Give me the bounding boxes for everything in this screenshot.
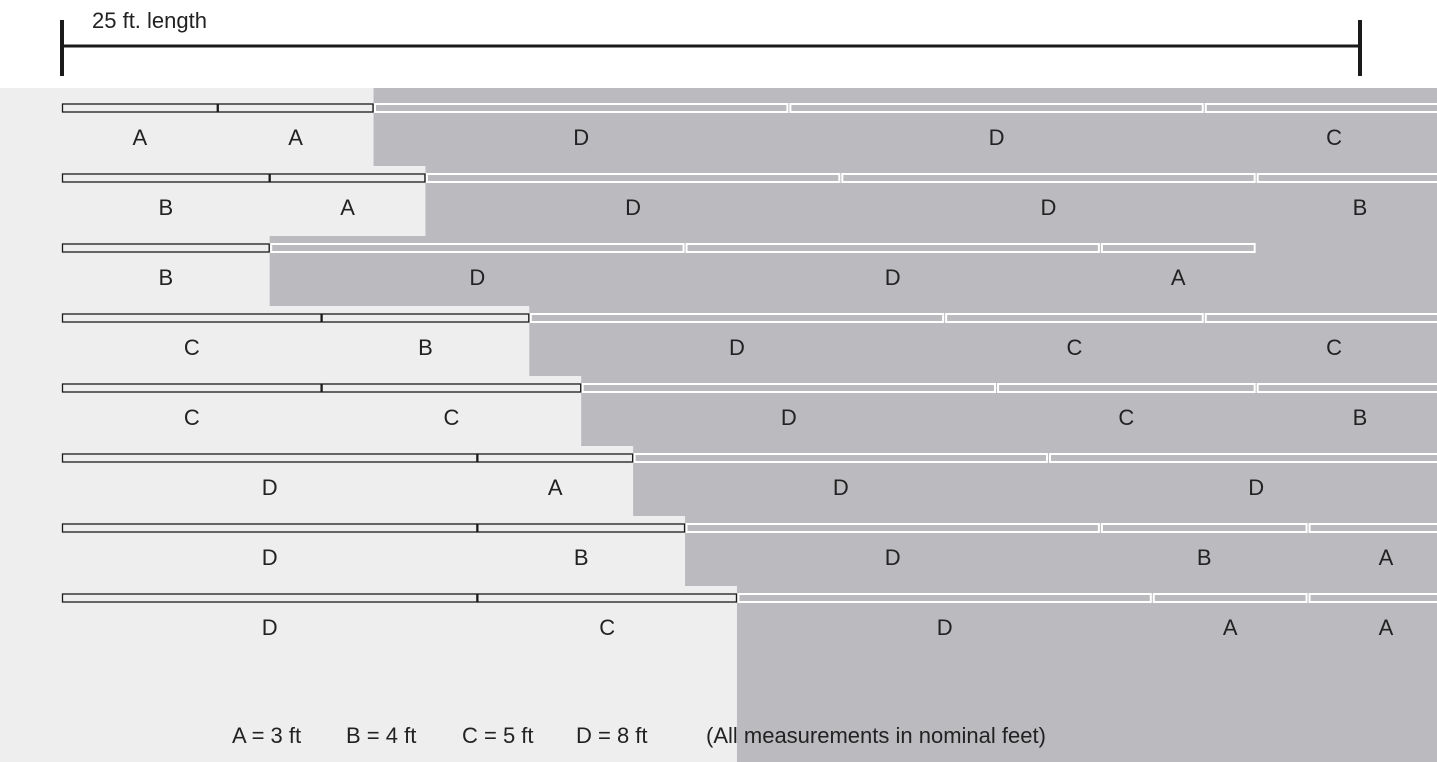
board-label: A xyxy=(340,195,355,220)
legend: A = 3 ft B = 4 ft C = 5 ft D = 8 ft (All… xyxy=(232,723,1046,748)
board-segment xyxy=(737,593,1152,603)
board-segment xyxy=(61,103,218,113)
board-label: D xyxy=(573,125,589,150)
board-label: C xyxy=(1326,125,1342,150)
board-segment xyxy=(269,173,426,183)
board-segment xyxy=(61,453,478,463)
board-label: B xyxy=(158,195,173,220)
board-segment xyxy=(841,173,1256,183)
board-label: A xyxy=(288,125,303,150)
board-label: D xyxy=(885,545,901,570)
board-label: D xyxy=(1248,475,1264,500)
board-segment xyxy=(1048,453,1437,463)
board-label: A xyxy=(1379,615,1394,640)
legend-note: (All measurements in nominal feet) xyxy=(706,723,1046,748)
board-segment xyxy=(1152,593,1308,603)
legend-d: D = 8 ft xyxy=(576,723,648,748)
board-label: D xyxy=(833,475,849,500)
board-label: D xyxy=(625,195,641,220)
board-segment xyxy=(477,453,634,463)
board-label: D xyxy=(937,615,953,640)
board-label: A xyxy=(1171,265,1186,290)
board-segment xyxy=(217,103,374,113)
board-label: C xyxy=(184,405,200,430)
board-label: B xyxy=(1197,545,1212,570)
board-label: D xyxy=(729,335,745,360)
board-label: D xyxy=(781,405,797,430)
board-label: D xyxy=(469,265,485,290)
board-segment xyxy=(374,103,789,113)
board-label: C xyxy=(599,615,615,640)
board-segment xyxy=(61,593,478,603)
board-segment xyxy=(1256,173,1437,183)
board-segment xyxy=(270,243,685,253)
board-segment xyxy=(477,593,738,603)
board-label: C xyxy=(443,405,459,430)
board-segment xyxy=(61,383,322,393)
board-label: D xyxy=(262,475,278,500)
board-label: D xyxy=(262,545,278,570)
legend-a: A = 3 ft xyxy=(232,723,301,748)
board-segment xyxy=(61,173,270,183)
board-label: A xyxy=(548,475,563,500)
board-segment xyxy=(61,523,478,533)
board-segment xyxy=(945,313,1204,323)
board-label: C xyxy=(1066,335,1082,360)
board-segment xyxy=(1308,593,1437,603)
board-label: B xyxy=(158,265,173,290)
board-segment xyxy=(1100,243,1256,253)
board-rows: A A D D C B A D D B B D D A C B D C C C C D C B D A D D D B D B A D C D A A xyxy=(61,103,1437,640)
legend-c: C = 5 ft xyxy=(462,723,534,748)
board-segment xyxy=(1308,523,1437,533)
board-label: C xyxy=(1118,405,1134,430)
board-label: C xyxy=(1326,335,1342,360)
board-segment xyxy=(581,383,997,393)
legend-b: B = 4 ft xyxy=(346,723,416,748)
board-segment xyxy=(425,173,841,183)
board-segment xyxy=(61,243,270,253)
board-label: A xyxy=(1223,615,1238,640)
board-label: B xyxy=(418,335,433,360)
board-label: D xyxy=(262,615,278,640)
board-label: B xyxy=(1353,405,1368,430)
board-segment xyxy=(789,103,1204,113)
board-segment xyxy=(529,313,945,323)
length-dimension: 25 ft. length xyxy=(60,8,1362,76)
board-label: B xyxy=(1353,195,1368,220)
length-label: 25 ft. length xyxy=(92,8,207,33)
board-label: C xyxy=(184,335,200,360)
board-segment xyxy=(1204,103,1437,113)
board-segment xyxy=(997,383,1256,393)
board-label: A xyxy=(1379,545,1394,570)
board-label: D xyxy=(1041,195,1057,220)
board-segment xyxy=(633,453,1048,463)
board-segment xyxy=(321,313,530,323)
board-label: D xyxy=(989,125,1005,150)
board-segment xyxy=(685,243,1100,253)
board-segment xyxy=(321,383,582,393)
board-label: D xyxy=(885,265,901,290)
board-segment xyxy=(685,523,1100,533)
board-segment xyxy=(477,523,686,533)
board-label: A xyxy=(133,125,148,150)
board-segment xyxy=(1100,523,1308,533)
board-segment xyxy=(1204,313,1437,323)
board-label: B xyxy=(574,545,589,570)
board-segment xyxy=(1256,383,1437,393)
board-segment xyxy=(61,313,322,323)
